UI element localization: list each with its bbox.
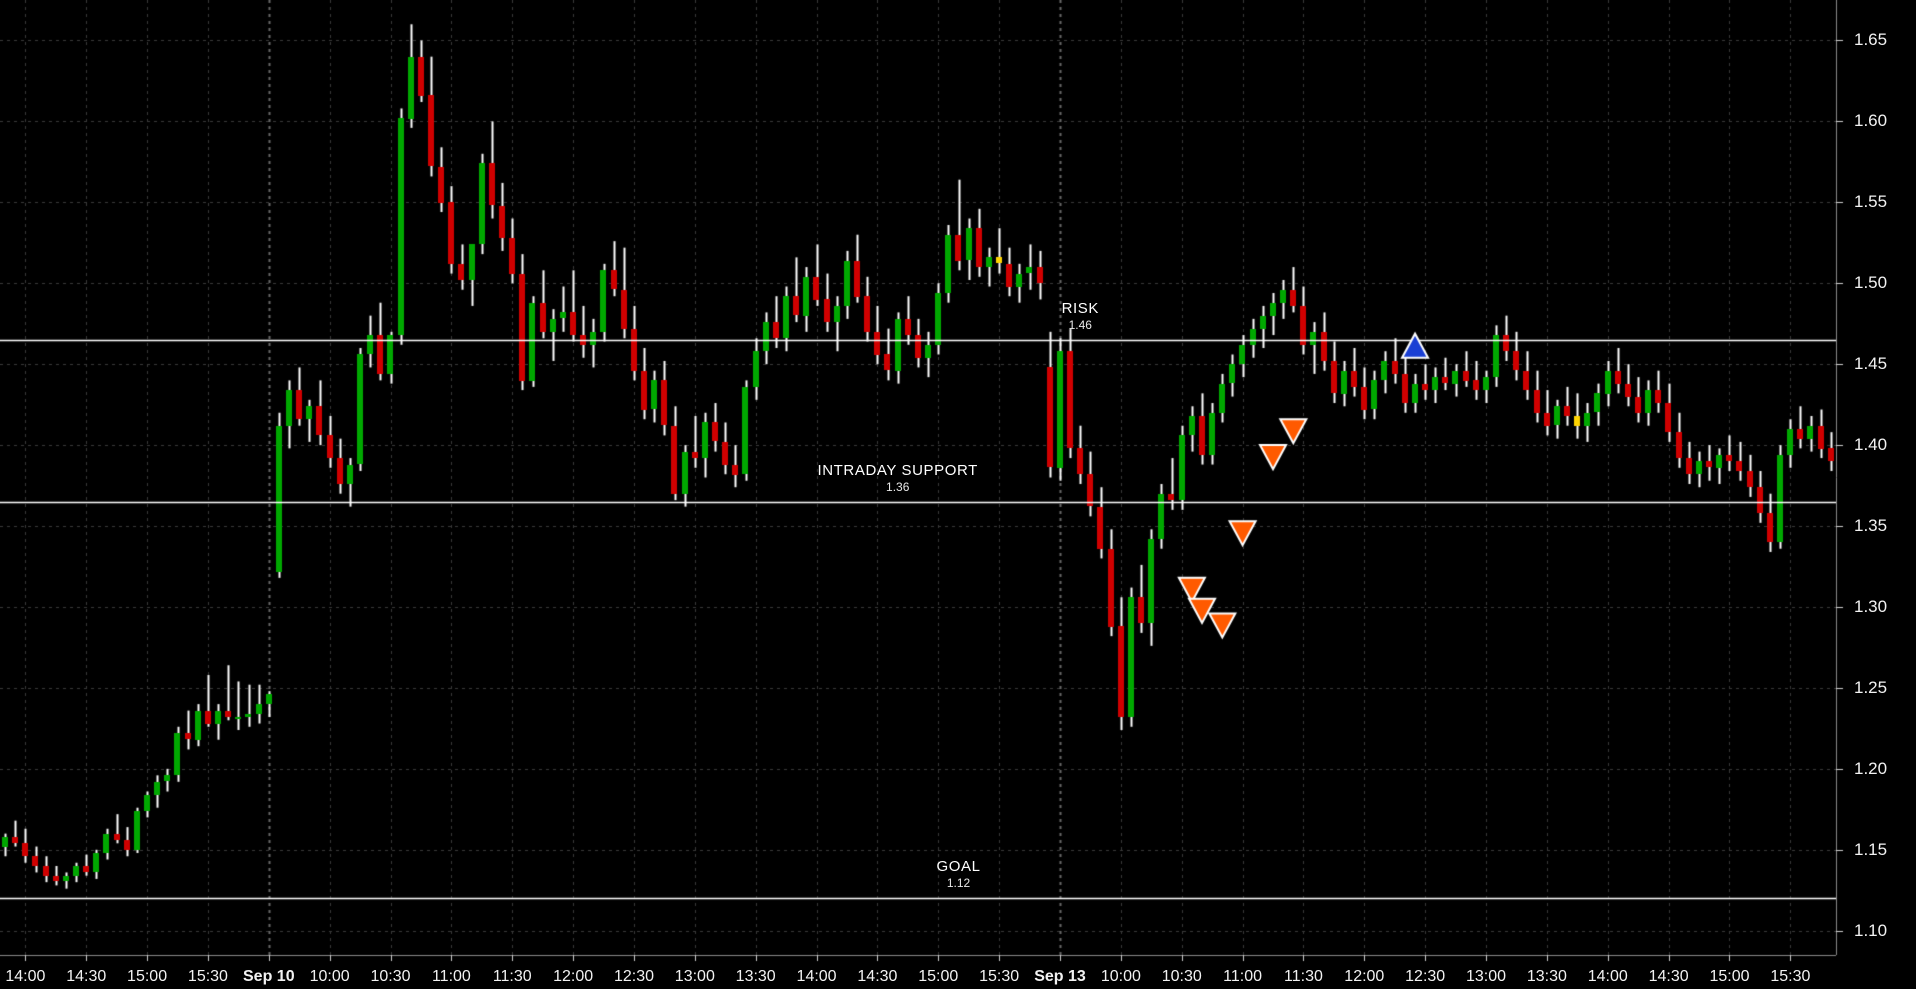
- chart-window: 1.65 1.60 1.55 1.50 1.45 1.40 1.35 1.30 1.25 1.20…: [0, 0, 1916, 989]
- candlestick-chart-canvas[interactable]: [0, 0, 1916, 989]
